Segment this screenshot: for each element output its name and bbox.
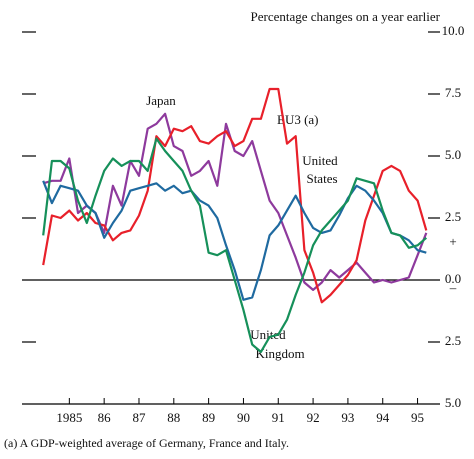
footnote: (a) A GDP-weighted average of Germany, F…: [4, 436, 289, 450]
annotation: Kingdom: [255, 346, 304, 361]
x-tick-label: 93: [341, 410, 354, 425]
sign-label: +: [449, 234, 456, 249]
chart-subtitle: Percentage changes on a year earlier: [251, 9, 441, 24]
annotation: Japan: [146, 93, 176, 108]
sign-label: –: [449, 280, 457, 295]
y-tick-label: 10.0: [442, 23, 465, 38]
y-tick-label: 7.5: [445, 85, 461, 100]
series-line: [42, 112, 428, 291]
annotation: EU3 (a): [277, 112, 319, 127]
x-tick-label: 89: [202, 410, 215, 425]
series-line: [42, 87, 428, 304]
y-tick-label: 5.0: [445, 395, 461, 410]
x-tick-label: 88: [167, 410, 180, 425]
x-tick-label: 87: [132, 410, 146, 425]
annotation: United: [302, 153, 338, 168]
x-tick-label: 90: [237, 410, 250, 425]
x-tick-label: 91: [272, 410, 285, 425]
annotation: United: [250, 327, 286, 342]
x-tick-label: 86: [98, 410, 112, 425]
x-tick-label: 1985: [56, 410, 82, 425]
y-tick-label: 5.0: [445, 147, 461, 162]
series-line: [42, 180, 427, 301]
x-tick-label: 94: [376, 410, 390, 425]
y-tick-label: 2.5: [445, 209, 461, 224]
annotation: States: [306, 171, 337, 186]
series-line: [42, 137, 428, 353]
y-tick-label: 2.5: [445, 333, 461, 348]
x-tick-label: 92: [307, 410, 320, 425]
y-tick-label: 0.0: [445, 271, 461, 286]
x-tick-label: 95: [411, 410, 424, 425]
